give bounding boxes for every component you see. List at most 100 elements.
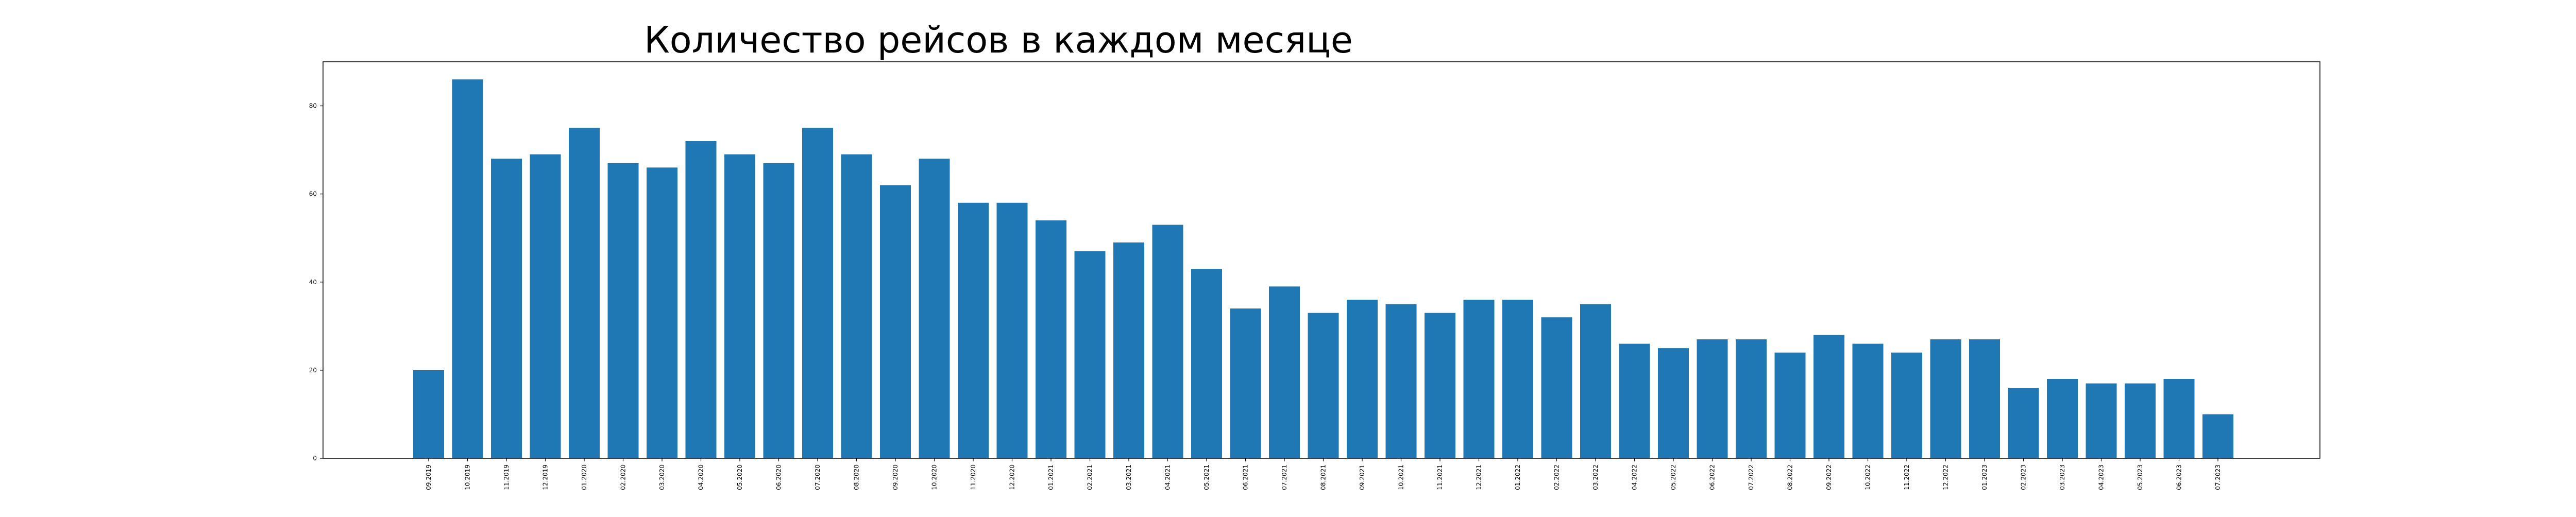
y-tick-label: 0 <box>313 455 317 462</box>
x-tick-label: 07.2020 <box>814 464 821 490</box>
x-tick-label: 05.2021 <box>1203 464 1210 490</box>
x-tick-label: 05.2023 <box>2137 464 2144 490</box>
bar-07.2022 <box>1736 339 1767 458</box>
bar-12.2022 <box>1930 339 1961 458</box>
bar-03.2021 <box>1113 242 1144 458</box>
x-tick-label: 03.2023 <box>2059 464 2066 490</box>
bar-05.2022 <box>1658 348 1689 458</box>
bar-10.2019 <box>452 79 483 459</box>
bar-12.2020 <box>996 202 1028 458</box>
bar-01.2022 <box>1502 300 1533 458</box>
bar-10.2020 <box>919 159 950 459</box>
bar-01.2023 <box>1969 339 2000 458</box>
bar-06.2023 <box>2163 379 2195 458</box>
x-tick-label: 04.2022 <box>1631 464 1638 490</box>
bar-03.2023 <box>2047 379 2078 458</box>
x-tick-label: 06.2022 <box>1709 464 1716 490</box>
x-tick-label: 01.2023 <box>1981 464 1988 490</box>
x-tick-label: 11.2019 <box>503 464 510 490</box>
bar-08.2021 <box>1308 313 1339 458</box>
x-tick-label: 05.2020 <box>736 464 743 490</box>
x-tick-label: 08.2020 <box>853 464 860 490</box>
x-tick-label: 05.2022 <box>1670 464 1677 490</box>
bar-10.2022 <box>1852 343 1884 458</box>
bar-09.2022 <box>1814 335 1844 458</box>
bar-07.2023 <box>2202 414 2233 458</box>
x-tick-label: 11.2021 <box>1436 464 1444 490</box>
x-tick-label: 01.2020 <box>581 464 588 490</box>
bar-11.2022 <box>1891 352 1922 458</box>
x-tick-label: 01.2021 <box>1047 464 1055 490</box>
x-tick-label: 09.2020 <box>892 464 899 490</box>
x-tick-label: 09.2022 <box>1825 464 1833 490</box>
bar-01.2021 <box>1036 220 1066 458</box>
bar-11.2019 <box>491 159 522 459</box>
bar-12.2021 <box>1463 300 1495 458</box>
x-tick-label: 06.2023 <box>2176 464 2183 490</box>
bar-06.2020 <box>763 163 794 458</box>
x-tick-label: 02.2020 <box>620 464 627 490</box>
x-tick-label: 03.2022 <box>1592 464 1599 490</box>
bar-04.2021 <box>1152 225 1183 458</box>
bar-06.2022 <box>1697 339 1728 458</box>
bar-09.2020 <box>880 185 911 458</box>
bar-01.2020 <box>569 128 600 458</box>
bar-06.2021 <box>1230 308 1261 458</box>
bar-03.2020 <box>647 167 677 459</box>
bar-04.2022 <box>1619 343 1650 458</box>
x-tick-label: 09.2019 <box>425 464 432 490</box>
x-tick-label: 10.2021 <box>1398 464 1405 490</box>
bar-09.2019 <box>413 370 444 458</box>
x-tick-label: 12.2021 <box>1476 464 1483 490</box>
x-tick-label: 12.2019 <box>542 464 549 490</box>
bar-07.2020 <box>802 128 833 458</box>
y-tick-label: 20 <box>309 367 317 374</box>
x-tick-label: 10.2022 <box>1865 464 1872 490</box>
bar-02.2023 <box>2008 388 2039 458</box>
x-tick-label: 08.2022 <box>1787 464 1794 490</box>
bar-02.2020 <box>607 163 639 458</box>
x-tick-label: 01.2022 <box>1514 464 1521 490</box>
bar-11.2020 <box>958 202 989 458</box>
x-tick-label: 06.2020 <box>775 464 783 490</box>
x-tick-label: 11.2020 <box>970 464 977 490</box>
bar-07.2021 <box>1269 286 1300 458</box>
plot-frame <box>323 61 2320 459</box>
x-tick-label: 07.2021 <box>1281 464 1288 490</box>
x-axis: 09.2019 10.2019 11.2019 12.2019 01.2020 02.20… <box>425 458 2222 490</box>
x-tick-label: 04.2021 <box>1164 464 1172 490</box>
chart-title: Количество рейсов в каждом месяце <box>644 19 1353 61</box>
x-tick-label: 07.2022 <box>1748 464 1755 490</box>
x-tick-label: 02.2021 <box>1087 464 1094 490</box>
bar-02.2021 <box>1074 251 1106 458</box>
bars-layer <box>413 79 2233 459</box>
bar-03.2022 <box>1580 304 1611 458</box>
x-tick-label: 03.2021 <box>1125 464 1132 490</box>
x-tick-label: 12.2020 <box>1009 464 1016 490</box>
x-tick-label: 03.2020 <box>658 464 666 490</box>
y-tick-label: 40 <box>309 279 317 286</box>
bar-05.2020 <box>724 154 755 458</box>
bar-05.2021 <box>1191 269 1222 458</box>
bar-04.2020 <box>685 141 717 458</box>
x-tick-label: 09.2021 <box>1359 464 1366 490</box>
y-tick-label: 60 <box>309 191 317 198</box>
bar-10.2021 <box>1385 304 1417 458</box>
bar-08.2022 <box>1774 352 1806 458</box>
x-tick-label: 10.2019 <box>464 464 471 490</box>
x-tick-label: 10.2020 <box>931 464 938 490</box>
bar-05.2023 <box>2125 383 2156 458</box>
x-tick-label: 06.2021 <box>1242 464 1249 490</box>
x-tick-label: 02.2022 <box>1553 464 1561 490</box>
x-tick-label: 07.2023 <box>2214 464 2222 490</box>
x-tick-label: 12.2022 <box>1942 464 1950 490</box>
bar-04.2023 <box>2086 383 2117 458</box>
bar-02.2022 <box>1541 317 1572 458</box>
bar-11.2021 <box>1425 313 1455 458</box>
x-tick-label: 04.2023 <box>2098 464 2105 490</box>
x-tick-label: 11.2022 <box>1903 464 1910 490</box>
bar-12.2019 <box>530 154 561 458</box>
bar-09.2021 <box>1347 300 1378 458</box>
